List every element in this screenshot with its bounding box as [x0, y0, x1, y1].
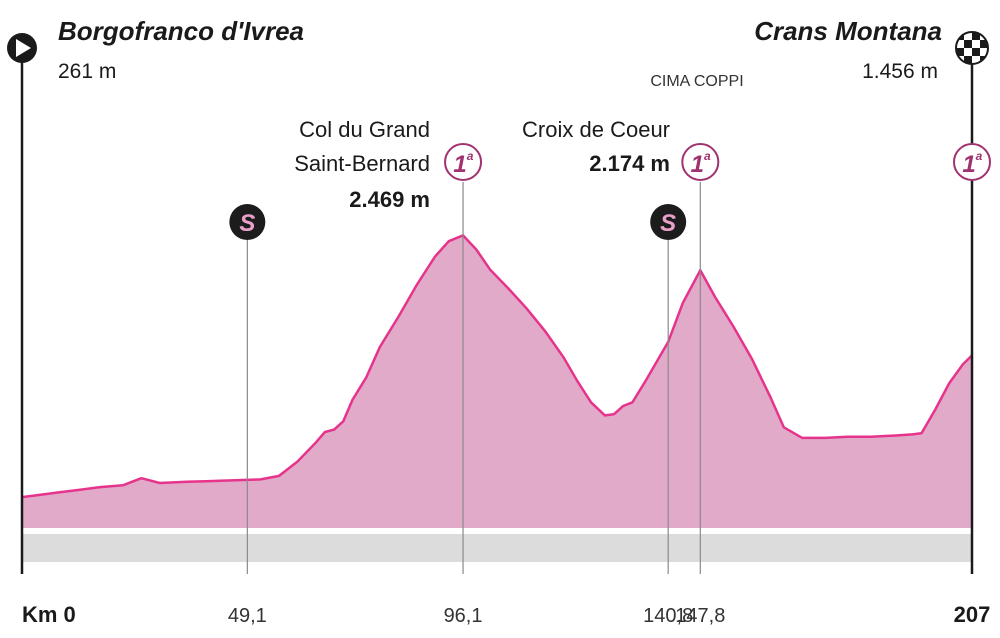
km-start-label: Km 0: [22, 602, 76, 627]
km-tick-label: 96,1: [444, 605, 483, 627]
climb-category: 1: [453, 151, 466, 178]
finish-name: Crans Montana: [754, 16, 942, 46]
climb-2-name-line-1: Croix de Coeur: [522, 117, 670, 142]
climb-2-cima-coppi: CIMA COPPI: [650, 73, 743, 90]
climb-2-altitude: 2.174 m: [589, 151, 670, 176]
climb-1-name-line-1: Col du Grand: [299, 117, 430, 142]
sprint-label: S: [239, 210, 255, 237]
elevation-area: [22, 235, 972, 528]
km-tick-label: 140,8: [643, 605, 693, 627]
ground-band: [22, 534, 972, 562]
marker-lines: [246, 182, 701, 574]
km-tick-label: 147,8: [675, 605, 725, 627]
start-altitude: 261 m: [58, 60, 116, 83]
climb-category: 1: [691, 151, 704, 178]
climb-category-suffix: a: [976, 149, 983, 163]
start-icon: [7, 33, 37, 63]
elevation-line: [21, 233, 973, 499]
climb-1-name-line-2: Saint-Bernard: [294, 151, 430, 176]
climb-category-suffix: a: [467, 149, 474, 163]
sprint-marker: S: [229, 204, 266, 240]
finish-altitude: 1.456 m: [862, 60, 938, 83]
start-name: Borgofranco d'Ivrea: [58, 16, 304, 46]
climb-category-suffix: a: [704, 149, 711, 163]
sprint-label: S: [660, 210, 676, 237]
finish-flag-icon: [955, 31, 989, 65]
climb-1-altitude: 2.469 m: [349, 187, 430, 212]
km-finish-label: 207: [954, 602, 991, 627]
km-tick-label: 49,1: [228, 605, 267, 627]
sprint-marker: S: [650, 204, 687, 240]
climb-category: 1: [962, 151, 975, 178]
